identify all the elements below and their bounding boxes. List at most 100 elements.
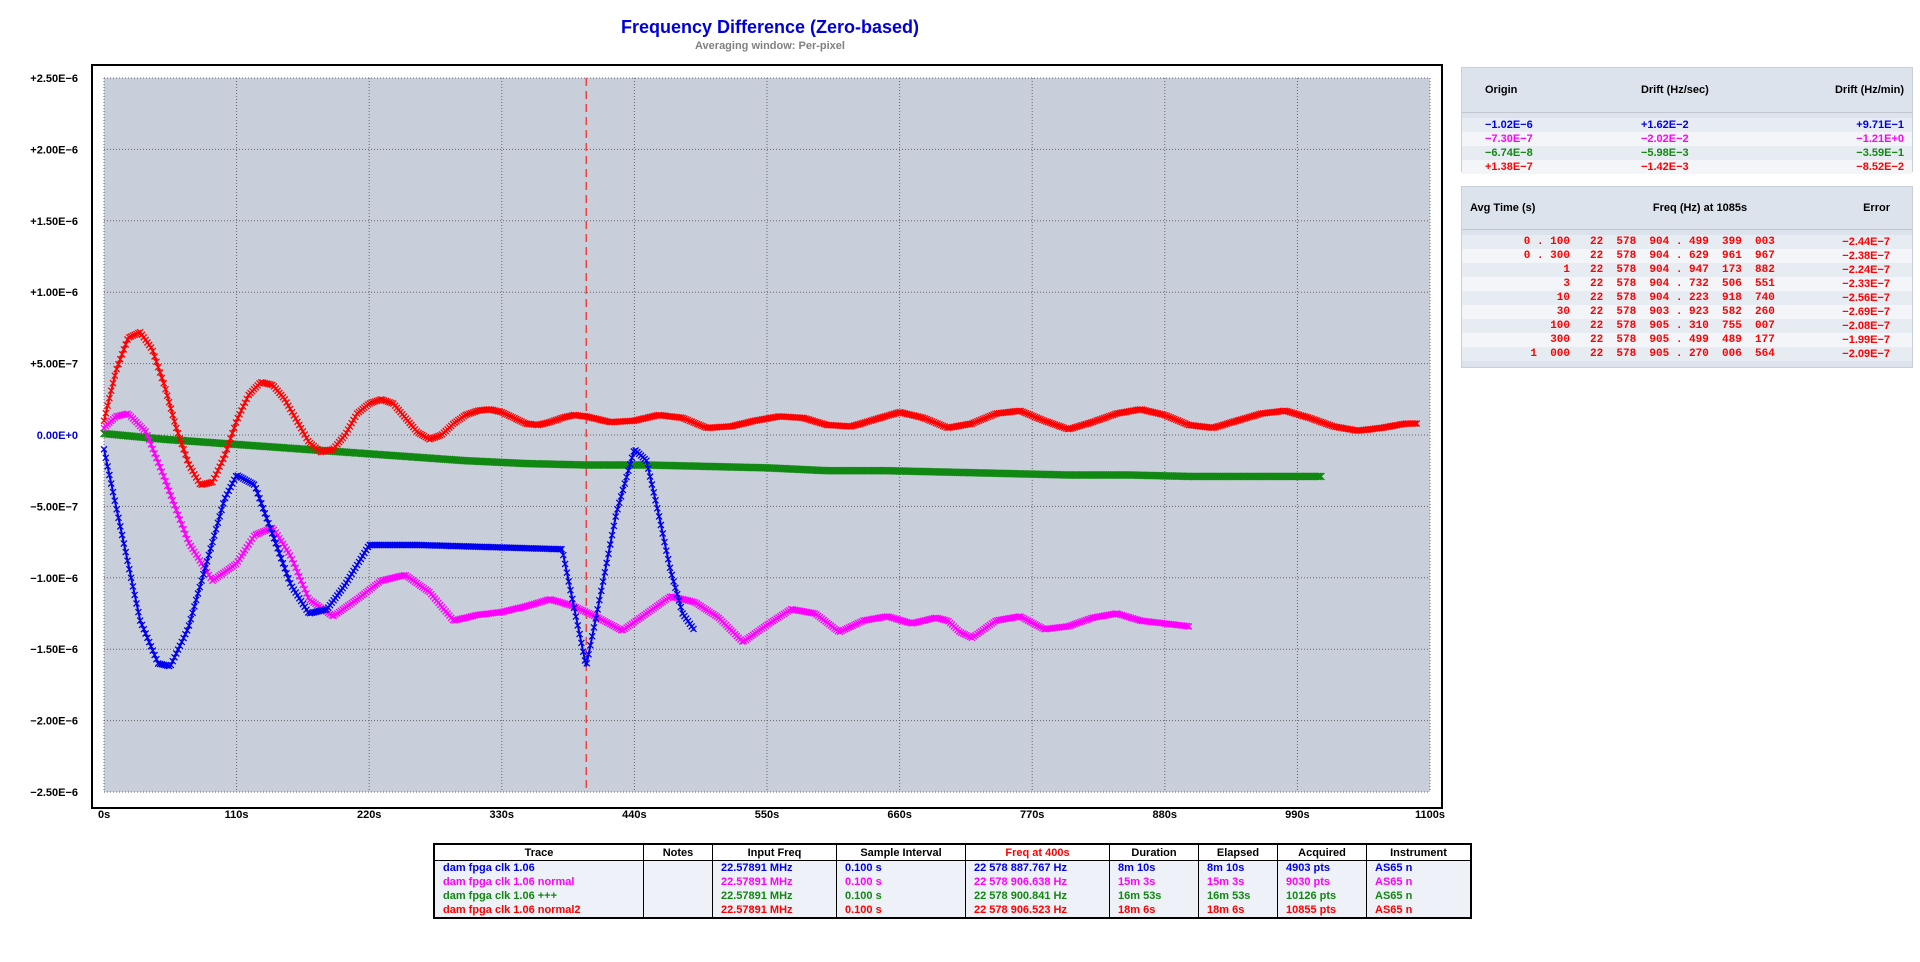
avg-freq: 22 578 904 . 499 399 003 [1590,236,1775,248]
series-markers [100,429,1325,481]
th-acquired[interactable]: Acquired [1277,843,1367,861]
trace-cell-trace: dam fpga clk 1.06 normal [433,875,644,889]
drift-origin: +1.38E−7 [1485,161,1533,173]
avg-freq: 22 578 905 . 270 006 564 [1590,348,1775,360]
x-tick-label: 550s [755,809,779,821]
avg-freq: 22 578 904 . 732 506 551 [1590,278,1775,290]
frequency-difference-chart[interactable]: 0s 110s 220s 330s 440s 550s 660s 770s 880s 990s 11… [0,0,1460,840]
drift-hz-min: +9.71E−1 [1856,119,1905,131]
th-input-freq[interactable]: Input Freq [712,843,837,861]
y-tick-label: +1.00E−6 [30,287,78,299]
drift-header-origin: Origin [1485,84,1518,96]
th-notes[interactable]: Notes [643,843,713,861]
x-tick-label: 770s [1020,809,1044,821]
trace-cell-freq: 22 578 906.638 Hz [965,875,1110,889]
trace-cell-notes [643,860,713,875]
drift-panel: Origin Drift (Hz/sec) Drift (Hz/min) −1.… [1461,67,1913,174]
trace-cell-elapsed: 18m 6s [1198,903,1278,918]
drift-hz-sec: +1.62E−2 [1640,119,1689,131]
avg-rows: 0 . 100 22 578 904 . 499 399 003 −2.44E−7 0… [1462,230,1912,361]
chart-title: Frequency Difference (Zero-based) [620,17,920,37]
th-freq-at-400s[interactable]: Freq at 400s [965,843,1110,861]
y-tick-label: −1.50E−6 [30,644,78,656]
trace-table-body: dam fpga clk 1.06 22.57891 MHz 0.100 s 22 5… [433,860,1472,918]
trace-cell-acquired: 9030 pts [1277,875,1367,889]
trace-row[interactable]: dam fpga clk 1.06 +++ 22.57891 MHz 0.100 s… [433,889,1472,903]
th-sample-interval[interactable]: Sample Interval [836,843,966,861]
trace-cell-interval: 0.100 s [836,875,966,889]
drift-hz-min: −1.21E+0 [1856,133,1905,145]
trace-cell-interval: 0.100 s [836,903,966,918]
avg-freq: 22 578 905 . 499 489 177 [1590,334,1775,346]
avg-header-freq: Freq (Hz) at 1085s [1652,202,1748,214]
drift-hz-sec: −1.42E−3 [1640,161,1689,173]
avg-row: 30 22 578 903 . 923 582 260 −2.69E−7 [1462,305,1912,319]
avg-avg: 0 . 300 [1523,250,1570,262]
avg-avg: 1 [1563,264,1570,276]
avg-avg: 30 [1556,306,1570,318]
avg-time-panel: Avg Time (s) Freq (Hz) at 1085s Error 0 … [1461,186,1913,368]
trace-cell-duration: 16m 53s [1109,889,1199,903]
avg-row: 1 22 578 904 . 947 173 882 −2.24E−7 [1462,263,1912,277]
avg-err: −2.24E−7 [1842,264,1890,276]
avg-avg: 100 [1550,320,1570,332]
series-3 [100,328,1421,489]
x-tick-label: 0s [98,809,110,821]
avg-row: 0 . 100 22 578 904 . 499 399 003 −2.44E−7 [1462,235,1912,249]
y-tick-label: −5.00E−7 [30,501,78,513]
trace-row[interactable]: dam fpga clk 1.06 22.57891 MHz 0.100 s 22 5… [433,860,1472,875]
trace-cell-duration: 18m 6s [1109,903,1199,918]
x-tick-label: 330s [490,809,514,821]
y-tick-label: 0.00E+0 [37,430,78,442]
trace-cell-input: 22.57891 MHz [712,875,837,889]
drift-row: −1.02E−6 +1.62E−2 +9.71E−1 [1462,118,1912,132]
series-2 [100,429,1325,481]
drift-hz-min: −8.52E−2 [1856,161,1905,173]
avg-err: −2.56E−7 [1842,292,1890,304]
drift-hz-sec: −5.98E−3 [1640,147,1689,159]
trace-cell-input: 22.57891 MHz [712,889,837,903]
trace-cell-instrument: AS65 n [1366,875,1472,889]
trace-cell-input: 22.57891 MHz [712,903,837,918]
avg-header-time: Avg Time (s) [1470,202,1536,214]
drift-origin: −1.02E−6 [1485,119,1533,131]
trace-cell-instrument: AS65 n [1366,860,1472,875]
y-tick-label: −2.00E−6 [30,716,78,728]
avg-avg: 10 [1556,292,1570,304]
trace-cell-duration: 8m 10s [1109,860,1199,875]
avg-panel-header: Avg Time (s) Freq (Hz) at 1085s Error [1462,187,1912,230]
trace-cell-notes [643,889,713,903]
avg-avg: 0 . 100 [1523,236,1570,248]
trace-cell-notes [643,875,713,889]
avg-freq: 22 578 904 . 223 918 740 [1590,292,1775,304]
avg-err: −2.33E−7 [1842,278,1890,290]
avg-row: 10 22 578 904 . 223 918 740 −2.56E−7 [1462,291,1912,305]
th-instrument[interactable]: Instrument [1366,843,1472,861]
trace-cell-interval: 0.100 s [836,860,966,875]
trace-row[interactable]: dam fpga clk 1.06 normal 22.57891 MHz 0.10… [433,875,1472,889]
avg-row: 100 22 578 905 . 310 755 007 −2.08E−7 [1462,319,1912,333]
trace-cell-acquired: 10126 pts [1277,889,1367,903]
th-trace[interactable]: Trace [433,843,644,861]
x-tick-label: 990s [1285,809,1309,821]
trace-cell-trace: dam fpga clk 1.06 [433,860,644,875]
avg-avg: 300 [1550,334,1570,346]
drift-header-hz-sec: Drift (Hz/sec) [1640,84,1709,96]
trace-row[interactable]: dam fpga clk 1.06 normal2 22.57891 MHz 0.1… [433,903,1472,918]
x-tick-label: 220s [357,809,381,821]
y-tick-label: −2.50E−6 [30,787,78,799]
trace-cell-elapsed: 16m 53s [1198,889,1278,903]
series-markers [100,445,697,670]
trace-cell-acquired: 4903 pts [1277,860,1367,875]
x-tick-label: 110s [225,809,249,821]
th-duration[interactable]: Duration [1109,843,1199,861]
y-tick-label: +5.00E−7 [30,359,78,371]
trace-cell-notes [643,903,713,918]
th-elapsed[interactable]: Elapsed [1198,843,1278,861]
avg-row: 3 22 578 904 . 732 506 551 −2.33E−7 [1462,277,1912,291]
trace-cell-interval: 0.100 s [836,889,966,903]
avg-err: −2.09E−7 [1842,348,1890,360]
avg-avg: 1 000 [1530,348,1570,360]
series-markers [100,410,1193,645]
y-tick-label: +2.50E−6 [30,73,78,85]
